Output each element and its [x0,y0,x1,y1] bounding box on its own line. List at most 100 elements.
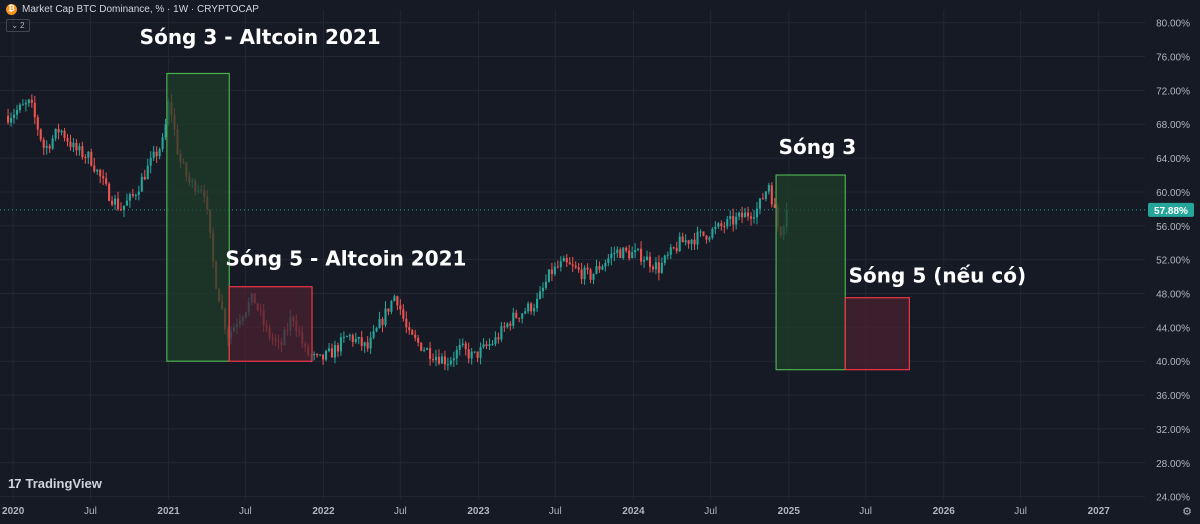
y-tick-label: 52.00% [1156,256,1190,267]
indicator-count: 2 [20,21,25,30]
candle-body [143,176,146,180]
candle-body [75,142,78,151]
candle-body [625,247,628,251]
candle-body [461,343,464,346]
candle-body [99,169,102,177]
x-tick-label: 2027 [1088,506,1111,517]
candle-body [702,231,705,236]
candle-body [669,247,672,255]
candle-body [319,354,322,356]
candle-body [732,215,735,225]
candle-body [122,205,126,211]
candle-body [515,312,518,318]
candle-body [758,198,761,209]
candle-body [660,262,663,273]
candle-body [330,348,334,358]
candle-body [619,249,622,259]
candle-body [137,191,140,196]
candle-body [500,326,503,340]
candle-body [744,212,747,218]
candle-body [586,267,589,270]
candle-body [429,348,432,360]
candle-body [767,185,770,192]
candle-body [613,252,616,254]
candle-body [325,350,328,360]
candle-body [675,248,678,252]
candle-body [479,347,482,358]
candle-body [598,266,601,270]
y-tick-label: 48.00% [1156,290,1190,301]
candle-body [9,117,13,123]
candle-body [699,231,702,233]
candle-body [654,262,657,270]
candle-body [494,337,497,344]
last-price-label: 57.88% [1154,206,1188,217]
candle-body [384,308,387,326]
x-tick-label: 2026 [933,506,956,517]
candle-body [125,200,128,206]
candle-body [651,266,654,270]
candle-body [15,110,19,115]
candle-body [420,342,423,351]
tradingview-logo[interactable]: 17 TradingView [8,476,102,491]
candle-body [316,354,319,356]
candle-body [672,247,675,249]
candle-body [158,149,161,157]
candle-body [637,248,640,250]
candle-body [536,298,539,309]
brand-name: TradingView [25,476,102,491]
candle-body [339,337,342,352]
y-tick-label: 60.00% [1156,188,1190,199]
candle-body [485,344,488,347]
symbol-title[interactable]: Market Cap BTC Dominance, % · 1W · CRYPT… [22,3,259,15]
candle-body [27,99,30,104]
candle-body [426,348,429,350]
candle-body [348,335,351,337]
x-tick-label: 2024 [622,506,645,517]
x-tick-label: Jul [1014,506,1027,517]
candle-body [773,204,776,208]
candle-body [381,319,384,326]
candle-body [39,129,42,140]
x-tick-label: Jul [549,506,562,517]
candle-body [601,266,604,270]
candle-body [467,349,470,359]
candle-body [372,331,375,338]
x-tick-label: 2023 [467,506,490,517]
candle-body [476,351,479,358]
candle-body [24,103,27,105]
candle-body [93,165,96,172]
candle-body [607,258,610,263]
candle-body [565,257,568,263]
chart-header: ₿ Market Cap BTC Dominance, % · 1W · CRY… [6,2,259,16]
bitcoin-icon: ₿ [6,3,17,15]
candle-body [687,240,690,244]
candle-body [81,146,84,158]
candle-body [434,356,438,361]
candle-body [60,130,63,133]
candle-body [693,239,696,245]
candle-body [571,264,574,266]
candle-body [577,267,580,270]
collapse-indicators-button[interactable]: ⌄ 2 [6,19,30,32]
candle-body [411,330,414,335]
candle-body [720,223,723,227]
candle-body [690,239,693,244]
y-tick-label: 32.00% [1156,425,1190,436]
tradingview-logo-icon: 17 [8,476,22,491]
candle-body [18,104,21,111]
candle-body [541,287,545,292]
candle-body [711,229,714,238]
chart-axes: 80.00% 76.00% 72.00% 68.00% 64.00% 60.00% 56.0… [2,19,1194,517]
candle-body [506,323,509,328]
gear-icon[interactable]: ⚙ [1182,506,1192,518]
y-tick-label: 64.00% [1156,154,1190,165]
candle-body [642,260,646,262]
candle-body [595,266,598,274]
y-tick-label: 44.00% [1156,323,1190,334]
candle-body [351,335,354,343]
candle-body [417,337,420,343]
candle-body [538,291,542,299]
candle-body [90,151,93,166]
